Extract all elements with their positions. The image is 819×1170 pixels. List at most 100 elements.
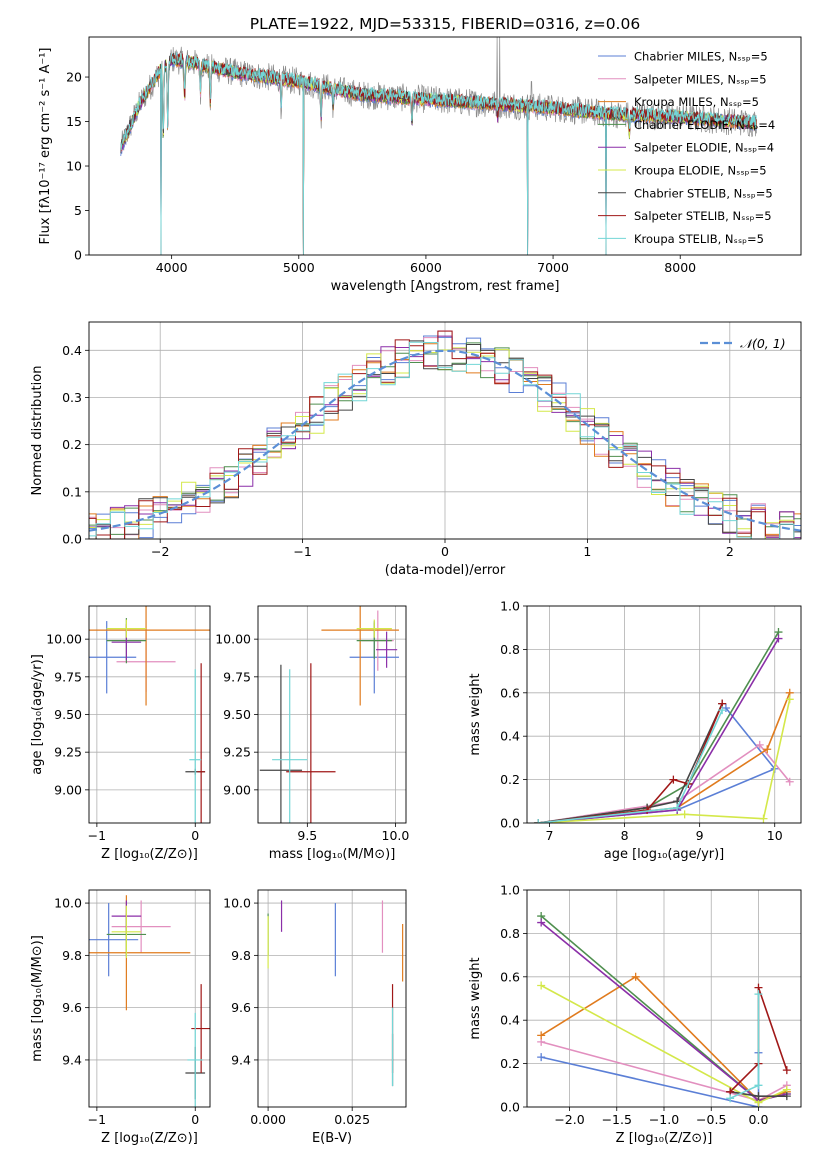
x-tick-label: 2 <box>726 544 734 559</box>
weight-marker <box>726 1094 735 1103</box>
plot-area <box>120 37 757 255</box>
x-tick-label: 4000 <box>156 260 188 275</box>
y-tick-label: 9.75 <box>54 669 82 684</box>
x-tick-label: 0.000 <box>250 1112 286 1127</box>
legend-label: Kroupa MILES, Nₛₛₚ=5 <box>634 95 759 109</box>
weight-marker <box>537 1053 546 1062</box>
weight-marker <box>782 1066 791 1075</box>
weight-series-salpeter-miles <box>534 740 794 823</box>
errorbar-kroupa-miles <box>321 606 399 706</box>
weight-marker <box>673 803 682 812</box>
x-tick-label: 0.0 <box>749 1112 769 1127</box>
grid-lines <box>258 890 406 1107</box>
grid-lines <box>258 606 406 823</box>
normal-distribution-curve <box>89 349 801 532</box>
weight-marker <box>754 1081 763 1090</box>
errorbar-chabrier-stelib <box>259 664 303 823</box>
weight-line <box>538 638 780 823</box>
weight-series-kroupa-miles <box>534 688 794 823</box>
legend-label: Kroupa STELIB, Nₛₛₚ=5 <box>634 232 764 246</box>
mass-vs-metallicity-panel: −1 0 9.4 9.6 9.8 10.0 Z [log₁₀(Z/Z⊙)] mass [log… <box>30 889 211 1146</box>
y-tick-label: 9.00 <box>54 782 82 797</box>
weight-marker <box>718 706 727 715</box>
weight-line <box>729 994 760 1100</box>
axes-frame <box>526 889 802 1108</box>
x-tick-label: 9.5 <box>297 828 317 843</box>
legend-label: Chabrier ELODIE, Nₛₛₚ=4 <box>634 118 775 132</box>
y-tick-label: 0.0 <box>500 816 520 831</box>
y-tick-label: 9.6 <box>62 1000 82 1015</box>
weight-marker <box>534 819 543 823</box>
y-tick-label: 20 <box>66 70 82 85</box>
weight-marker <box>680 810 689 819</box>
legend-label: Salpeter STELIB, Nₛₛₚ=5 <box>634 209 772 223</box>
axes-frame <box>88 321 802 540</box>
model-spectrum-line-kroupa-stelib <box>120 52 757 255</box>
errorbar-salpeter-stelib <box>197 663 206 823</box>
x-tick-label: 0.025 <box>334 1112 370 1127</box>
y-tick-label: 9.4 <box>62 1052 82 1067</box>
y-tick-label: 0.2 <box>500 772 520 787</box>
y-tick-label: 0.2 <box>62 437 82 452</box>
weight-series-kroupa-elodie <box>534 695 794 823</box>
errorbar-salpeter-stelib <box>191 984 210 1074</box>
weight-marker <box>537 981 546 990</box>
weight-marker <box>669 775 678 784</box>
errorbar-salpeter-stelib <box>286 663 336 823</box>
y-axis-label: Flux [fλ10⁻¹⁷ erg cm⁻² s⁻¹ A⁻¹] <box>38 48 53 245</box>
residual-histogram-chabrier-miles <box>89 335 801 539</box>
x-tick-label: −1.0 <box>649 1112 679 1127</box>
y-tick-label: 5 <box>74 203 82 218</box>
weight-line <box>538 743 791 823</box>
errorbar-chabrier-miles <box>89 621 137 694</box>
x-tick-label: 5000 <box>283 260 315 275</box>
y-axis-label: mass weight <box>468 673 483 755</box>
x-tick-label: −0.5 <box>696 1112 726 1127</box>
weight-series-kroupa-stelib <box>726 990 763 1103</box>
residual-histogram-kroupa-stelib <box>89 341 801 539</box>
axes-frame <box>526 605 802 824</box>
errorbar-salpeter-elodie <box>376 631 398 668</box>
y-tick-label: 9.6 <box>231 1000 251 1015</box>
weight-line <box>538 709 723 823</box>
axes-frame <box>88 36 802 256</box>
x-tick-label: −1.5 <box>602 1112 632 1127</box>
weight-marker <box>763 745 772 754</box>
weight-marker <box>754 1092 763 1101</box>
legend-label: Salpeter ELODIE, Nₛₛₚ=4 <box>634 141 774 155</box>
axes-frame <box>88 889 211 1108</box>
x-tick-label: −2.0 <box>554 1112 584 1127</box>
y-tick-label: 0.6 <box>500 685 520 700</box>
y-tick-label: 9.25 <box>223 745 251 760</box>
errorbar-kroupa-miles <box>89 606 210 706</box>
y-tick-label: 9.50 <box>223 707 251 722</box>
weight-series-kroupa-stelib <box>534 706 727 823</box>
x-tick-label: 9 <box>696 828 704 843</box>
errorbar-kroupa-elodie <box>106 619 147 638</box>
x-tick-label: 8 <box>621 828 629 843</box>
errorbar-salpeter-miles <box>111 900 171 953</box>
weight-line <box>538 703 723 823</box>
mass-weight-vs-metallicity-panel: −2.0 −1.5 −1.0 −0.5 0.0 0.0 0.2 0.4 0.6 0.8 1.0 Z [… <box>468 883 802 1146</box>
legend-label: Chabrier STELIB, Nₛₛₚ=5 <box>634 186 773 200</box>
x-tick-label: 10 <box>767 828 783 843</box>
errorbar-chabrier-miles <box>89 903 139 977</box>
weight-series-chabrier-miles <box>537 1048 763 1107</box>
plot-area <box>89 330 801 539</box>
x-axis-label: age [log₁₀(age/yr)] <box>604 847 725 862</box>
y-tick-label: 0.4 <box>62 343 82 358</box>
plot-area <box>267 900 404 1087</box>
x-tick-label: 0 <box>441 544 449 559</box>
x-tick-label: −2 <box>151 544 169 559</box>
y-tick-label: 0.3 <box>62 390 82 405</box>
weight-marker <box>754 990 763 999</box>
y-tick-label: 15 <box>66 114 82 129</box>
x-axis-label: E(B-V) <box>312 1131 352 1146</box>
x-tick-label: 10.0 <box>382 828 410 843</box>
residual-histogram-salpeter-stelib <box>89 330 801 539</box>
mass-vs-ebv-panel: 0.000 0.025 9.4 9.6 9.8 10.0 E(B-V) <box>223 889 407 1146</box>
errorbar-kroupa-stelib <box>272 669 308 823</box>
y-tick-label: 0 <box>74 248 82 263</box>
y-tick-label: 10.00 <box>46 632 82 647</box>
y-tick-label: 0.4 <box>500 1013 520 1028</box>
